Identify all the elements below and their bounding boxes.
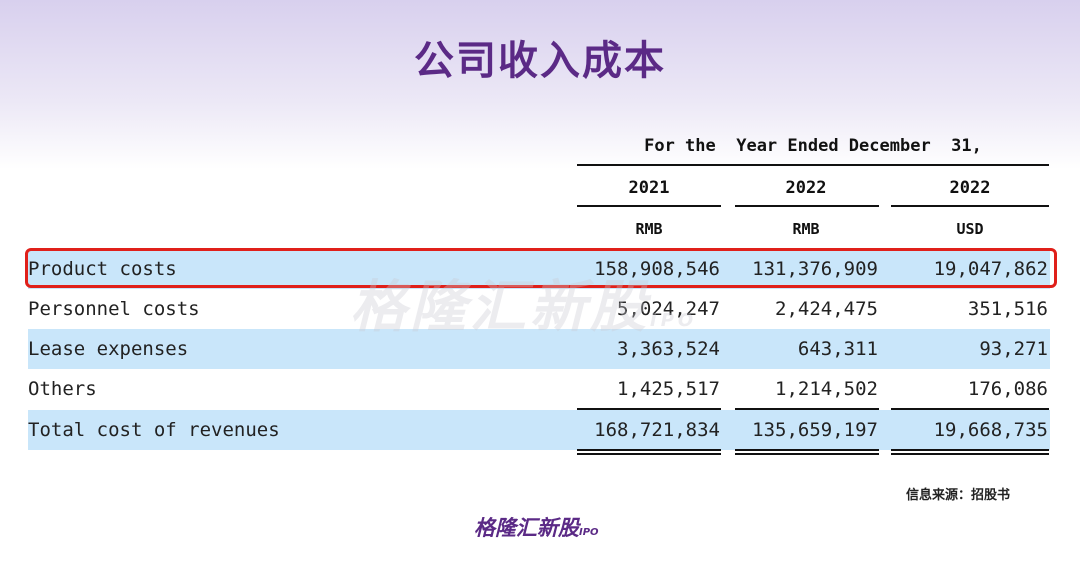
table-row: Total cost of revenues 168,721,834 135,6… [28, 410, 1050, 450]
total-double-rule-1b [577, 453, 721, 455]
row-value: 131,376,909 [752, 258, 878, 280]
header-rule-top [577, 164, 1049, 166]
row-value: 168,721,834 [594, 419, 720, 441]
row-value: 1,214,502 [775, 378, 878, 400]
year-rule-1 [577, 205, 721, 207]
period-header: For the Year Ended December 31, [644, 136, 982, 156]
subtotal-rule-2 [735, 408, 879, 410]
row-value: 19,047,862 [933, 258, 1048, 280]
table-row: Lease expenses 3,363,524 643,311 93,271 [28, 329, 1050, 369]
row-value: 351,516 [967, 298, 1048, 320]
currency-col-1: RMB [635, 220, 663, 238]
year-rule-3 [891, 205, 1049, 207]
source-note: 信息来源：招股书 [906, 488, 1011, 503]
total-double-rule-3a [891, 449, 1049, 451]
page-title: 公司收入成本 [414, 38, 666, 84]
currency-col-3: USD [956, 220, 984, 238]
row-value: 643,311 [797, 338, 878, 360]
highlight-box [25, 248, 1057, 288]
brand-logo: 格隆汇新股IPO [474, 516, 599, 540]
table-row: Personnel costs 5,024,247 2,424,475 351,… [28, 289, 1050, 329]
row-label: Personnel costs [28, 298, 200, 320]
table-row: Product costs 158,908,546 131,376,909 19… [28, 249, 1050, 289]
row-label: Lease expenses [28, 338, 189, 360]
row-value: 5,024,247 [617, 298, 720, 320]
total-double-rule-2a [735, 449, 879, 451]
row-value: 135,659,197 [752, 419, 878, 441]
row-value: 19,668,735 [933, 419, 1048, 441]
year-col-2: 2022 [785, 178, 827, 198]
subtotal-rule-3 [891, 408, 1049, 410]
row-label: Others [28, 378, 97, 400]
row-label: Total cost of revenues [28, 419, 280, 441]
row-value: 3,363,524 [617, 338, 720, 360]
row-value: 176,086 [967, 378, 1048, 400]
row-label: Product costs [28, 258, 177, 280]
year-col-1: 2021 [628, 178, 670, 198]
table-row: Others 1,425,517 1,214,502 176,086 [28, 369, 1050, 409]
total-double-rule-2b [735, 453, 879, 455]
year-col-3: 2022 [949, 178, 991, 198]
total-double-rule-3b [891, 453, 1049, 455]
row-value: 1,425,517 [617, 378, 720, 400]
row-value: 2,424,475 [775, 298, 878, 320]
currency-col-2: RMB [792, 220, 820, 238]
subtotal-rule-1 [577, 408, 721, 410]
row-value: 93,271 [979, 338, 1048, 360]
total-double-rule-1a [577, 449, 721, 451]
watermark: 格隆汇新股IPO [350, 275, 698, 340]
year-rule-2 [735, 205, 879, 207]
row-value: 158,908,546 [594, 258, 720, 280]
